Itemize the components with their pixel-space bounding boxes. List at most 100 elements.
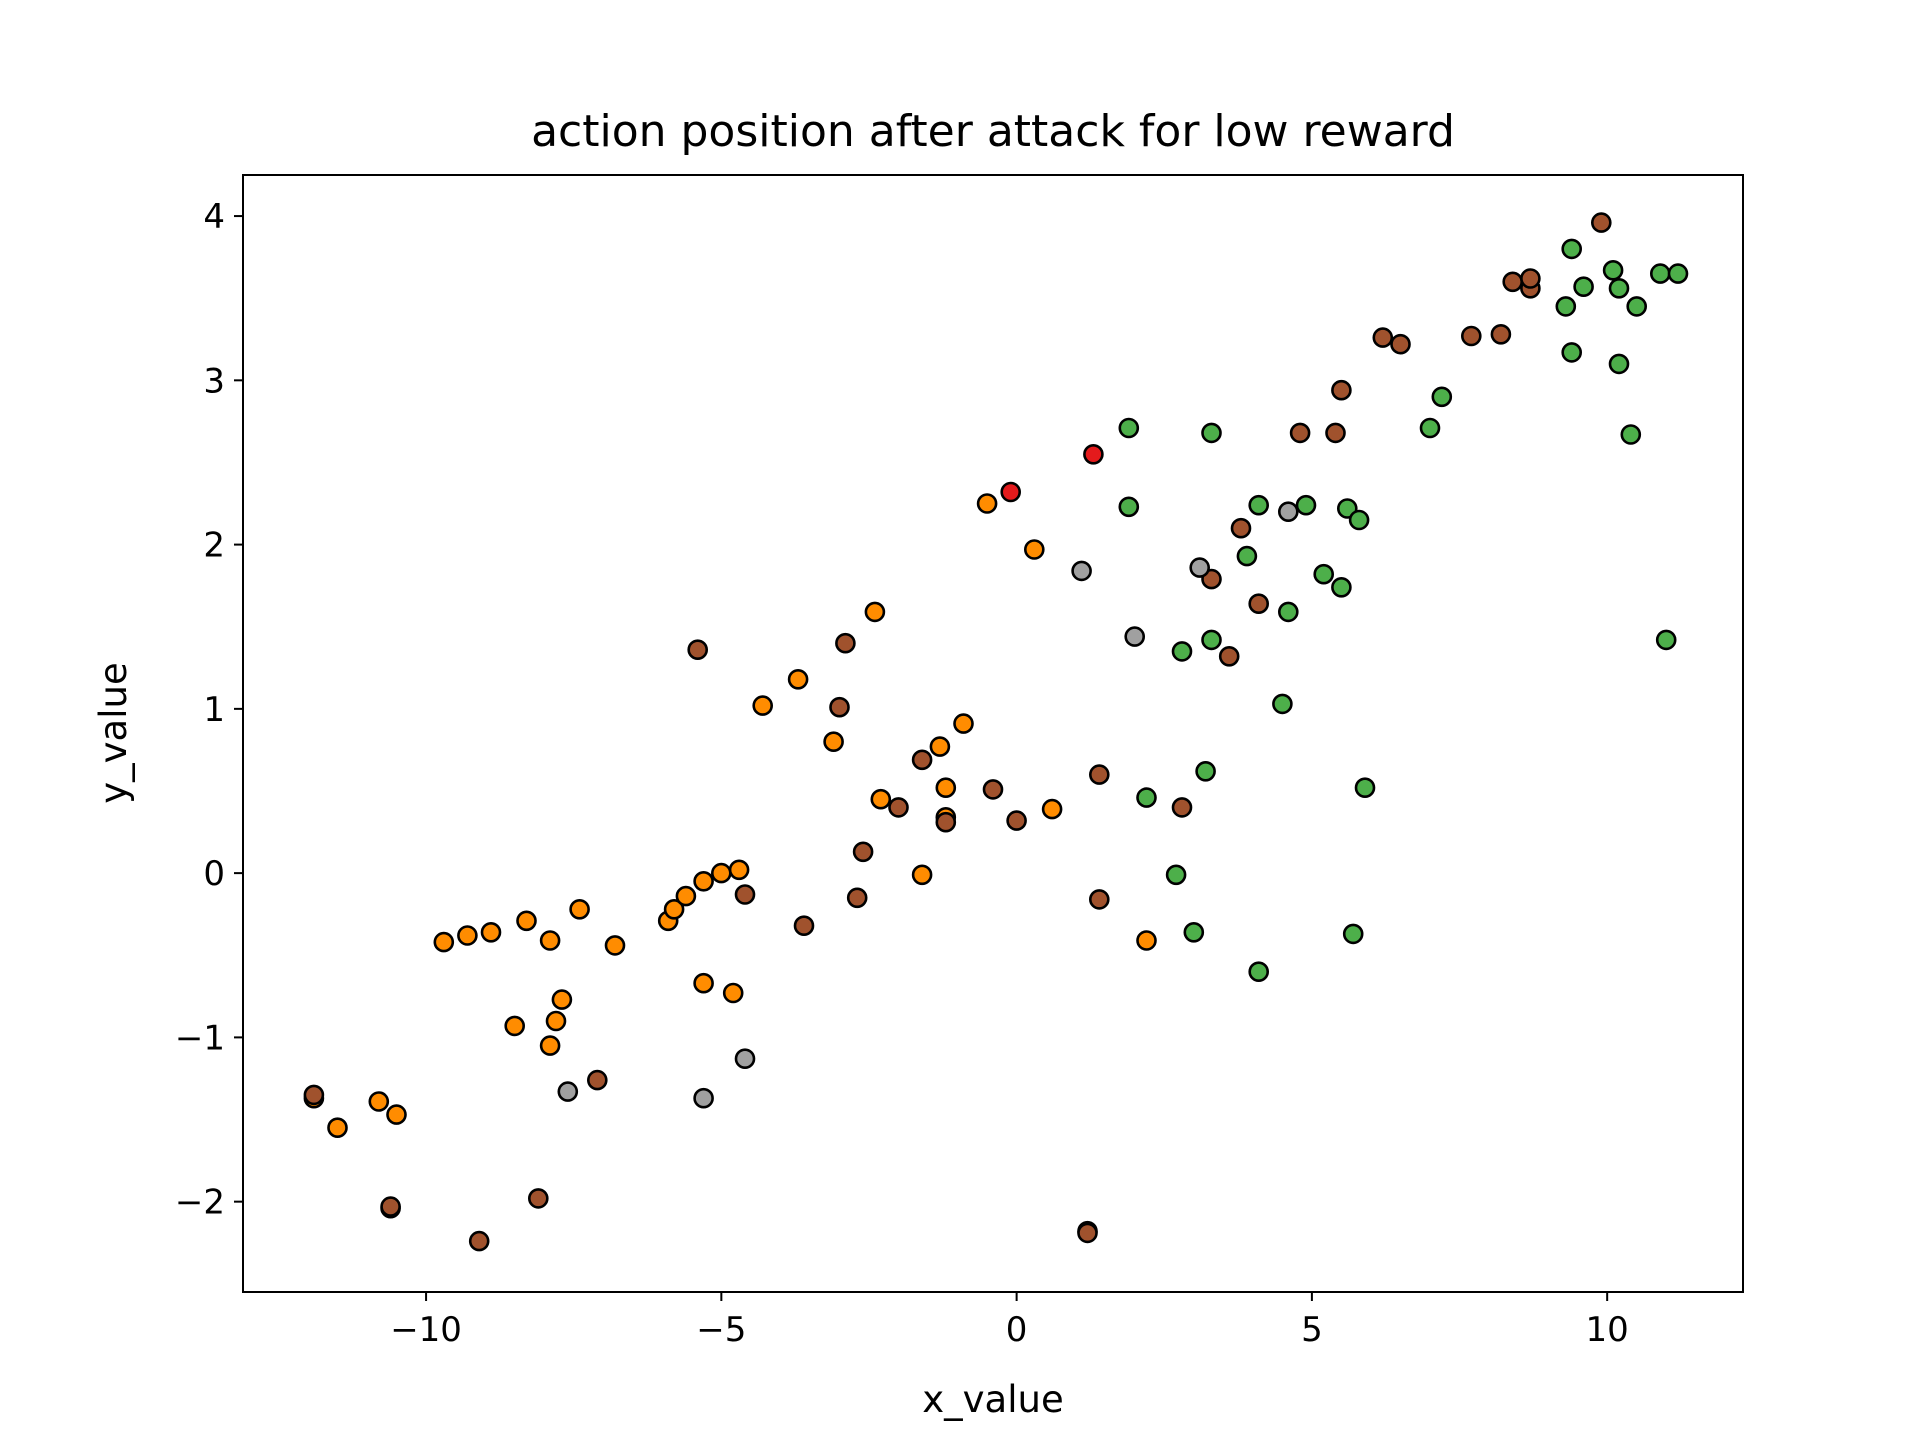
- scatter-point: [687, 639, 709, 661]
- scatter-point: [1278, 501, 1299, 523]
- x-tick-label: 5: [1301, 1310, 1323, 1350]
- scatter-point: [752, 695, 774, 716]
- scatter-point: [1136, 787, 1157, 808]
- scatter-point: [1248, 494, 1269, 516]
- scatter-point: [1626, 296, 1647, 317]
- scatter-point: [1608, 353, 1630, 375]
- scatter-point: [1490, 323, 1512, 345]
- scatter-point: [1502, 271, 1523, 293]
- scatter-point: [710, 862, 732, 884]
- scatter-point: [953, 713, 974, 734]
- scatter-point: [1372, 327, 1394, 348]
- scatter-point: [545, 1010, 567, 1032]
- scatter-point: [1000, 481, 1022, 503]
- scatter-point: [1083, 443, 1104, 465]
- scatter-point: [1165, 864, 1187, 886]
- scatter-point: [929, 736, 951, 757]
- scatter-point: [1331, 379, 1352, 401]
- y-axis-ticks: −2 −1 0 1 2 3 4: [175, 197, 243, 1223]
- scatter-point: [1431, 386, 1453, 408]
- scatter-point: [864, 601, 886, 623]
- scatter-point: [569, 898, 590, 920]
- x-tick-label: 0: [1006, 1310, 1028, 1350]
- scatter-point: [1195, 760, 1216, 782]
- y-axis-label: y_value: [92, 662, 135, 803]
- x-tick-label: −10: [390, 1310, 462, 1350]
- scatter-point: [1024, 539, 1045, 560]
- scatter-point: [728, 859, 750, 881]
- scatter-point: [557, 1081, 579, 1102]
- scatter-point: [1354, 777, 1376, 799]
- scatter-point: [504, 1015, 526, 1037]
- scatter-point: [1573, 276, 1594, 298]
- scatter-point: [1390, 333, 1411, 355]
- scatter-point: [1272, 693, 1293, 715]
- scatter-point: [433, 931, 455, 953]
- scatter-point: [1289, 422, 1311, 444]
- chart-title: action position after attack for low rew…: [531, 106, 1455, 157]
- scatter-point: [693, 870, 714, 892]
- scatter-point: [1236, 545, 1258, 567]
- scatter-point: [303, 1084, 325, 1106]
- scatter-point: [1171, 641, 1193, 662]
- scatter-point: [1419, 417, 1441, 439]
- y-tick-label: −2: [175, 1183, 225, 1223]
- scatter-point: [935, 777, 957, 799]
- scatter-point: [457, 925, 478, 946]
- scatter-point: [1667, 263, 1689, 284]
- scatter-point: [1608, 277, 1630, 299]
- scatter-point: [527, 1188, 549, 1209]
- scatter-point: [823, 731, 844, 753]
- scatter-point: [386, 1104, 407, 1125]
- scatter-point: [1089, 764, 1110, 785]
- scatter-point: [1248, 593, 1269, 615]
- scatter-point: [1461, 325, 1482, 347]
- scatter-point: [327, 1117, 348, 1138]
- scatter-point: [1313, 563, 1334, 585]
- scatter-point: [1118, 496, 1140, 518]
- scatter-point: [982, 779, 1004, 800]
- scatter-point: [380, 1196, 401, 1217]
- scatter-point: [1555, 296, 1577, 317]
- scatter-point: [1136, 930, 1157, 951]
- y-tick-label: −1: [175, 1018, 225, 1058]
- scatter-point: [1089, 889, 1110, 910]
- scatter-point: [1189, 557, 1210, 578]
- scatter-point: [888, 797, 909, 818]
- scatter-point: [846, 887, 868, 909]
- x-axis-ticks: −10 −5 0 5 10: [390, 1292, 1629, 1350]
- x-tick-label: −5: [696, 1310, 746, 1350]
- scatter-point: [539, 1035, 561, 1056]
- y-tick-label: 3: [203, 361, 225, 401]
- scatter-point: [911, 864, 933, 886]
- scatter-point: [1295, 494, 1317, 516]
- scatter-point: [1655, 629, 1677, 651]
- scatter-point: [604, 935, 626, 956]
- scatter-point: [693, 1087, 714, 1109]
- y-tick-label: 0: [203, 854, 225, 894]
- scatter-point: [1171, 797, 1193, 818]
- scatter-point: [675, 885, 697, 907]
- scatter-point: [835, 632, 856, 654]
- scatter-point: [368, 1091, 390, 1112]
- scatter-point: [1561, 342, 1582, 363]
- scatter-point: [1331, 576, 1352, 598]
- scatter-point: [734, 884, 756, 905]
- x-axis-label: x_value: [922, 1378, 1063, 1421]
- scatter-point: [1124, 626, 1145, 647]
- scatter-point: [722, 982, 744, 1004]
- scatter-point: [829, 696, 850, 718]
- scatter-point: [1118, 417, 1140, 439]
- scatter-point: [793, 915, 815, 937]
- scatter-point: [1230, 517, 1252, 539]
- points-layer: [303, 212, 1689, 1252]
- scatter-point: [1520, 268, 1541, 289]
- scatter-point: [1325, 422, 1346, 444]
- scatter-point: [693, 972, 714, 994]
- scatter-point: [1602, 259, 1624, 281]
- y-tick-label: 4: [203, 197, 225, 237]
- scatter-point: [1071, 560, 1092, 582]
- scatter-point: [1561, 238, 1582, 260]
- scatter-point: [1218, 645, 1240, 667]
